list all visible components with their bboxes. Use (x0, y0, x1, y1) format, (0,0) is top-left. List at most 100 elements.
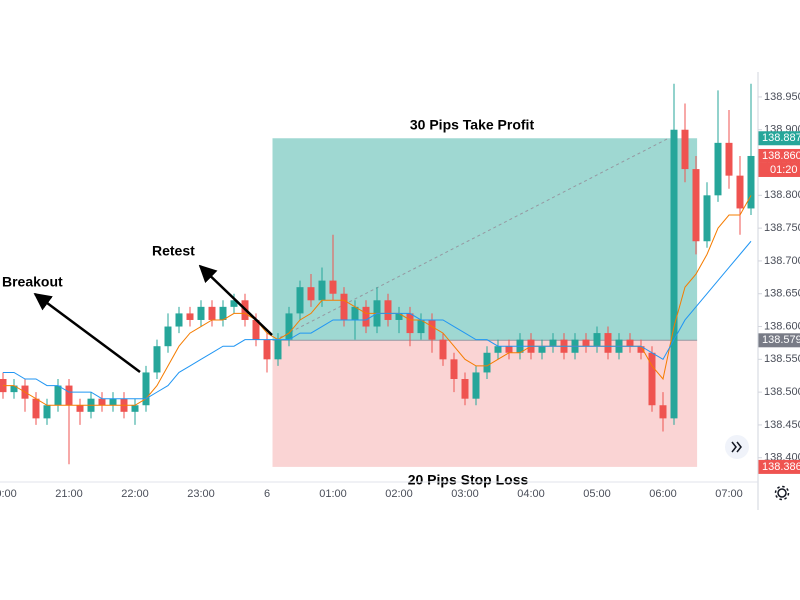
candle-body (736, 175, 744, 209)
candle-body (483, 352, 491, 373)
price-label-box (758, 459, 800, 474)
candle-body (604, 333, 612, 353)
price-label-box (758, 333, 800, 348)
candle-body (142, 372, 150, 406)
countdown-box (758, 162, 800, 177)
countdown: 01:20 (770, 164, 798, 176)
candle-body (461, 379, 469, 399)
candle-body (538, 346, 546, 353)
annotation: 20 Pips Stop Loss (408, 472, 529, 488)
candle-body (439, 339, 447, 360)
y-tick-label: 138.550 (764, 353, 800, 365)
candle-body (494, 346, 502, 353)
x-tick-label: 6 (264, 488, 270, 500)
x-tick-label: 07:00 (715, 488, 743, 500)
price-label: 138.887 (762, 132, 800, 144)
x-tick-label: 21:00 (55, 488, 83, 500)
candle-body (54, 385, 62, 406)
candle-body (692, 169, 700, 242)
y-tick-label: 138.750 (764, 222, 800, 234)
price-label-box (758, 131, 800, 146)
candle-body (626, 339, 634, 347)
annotation: Breakout (2, 274, 63, 290)
candle-body (340, 293, 348, 320)
candle-body (175, 313, 183, 327)
candle-body (395, 313, 403, 320)
scroll-icon (731, 441, 742, 453)
x-tick-label: 01:00 (319, 488, 347, 500)
y-tick-label: 138.600 (764, 320, 800, 332)
candle-body (164, 326, 172, 347)
candle-body (131, 405, 139, 412)
y-tick-label: 138.450 (764, 419, 800, 431)
scroll-button[interactable] (725, 435, 749, 459)
price-label: 138.386 (762, 461, 800, 473)
candle-body (637, 346, 645, 353)
candle-body (32, 398, 40, 419)
candle-body (351, 306, 359, 320)
annotation-arrow (33, 292, 141, 374)
candle-body (98, 398, 106, 406)
price-label-box (758, 148, 800, 163)
candle-body (703, 195, 711, 242)
candle-body (417, 319, 425, 334)
candle-body (296, 287, 304, 314)
candle-body (186, 313, 194, 320)
candle-body (318, 280, 326, 301)
x-tick-label: 04:00 (517, 488, 545, 500)
y-tick-label: 138.950 (764, 91, 800, 103)
price-label: 138.579 (762, 334, 800, 346)
candle-body (76, 405, 84, 412)
candle-body (582, 339, 590, 347)
candle-body (230, 300, 238, 307)
x-tick-label: 23:00 (187, 488, 215, 500)
candle-body (428, 319, 436, 340)
candle-body (252, 319, 260, 340)
annotation: 30 Pips Take Profit (410, 117, 535, 133)
candle-body (472, 372, 480, 399)
candle-body (450, 359, 458, 380)
candle-body (197, 306, 205, 320)
candle-body (65, 385, 73, 406)
candle-body (406, 313, 414, 334)
take-profit-zone (272, 138, 698, 341)
candle-body (43, 405, 51, 419)
candle-body (505, 346, 513, 353)
candle-body (263, 339, 271, 360)
candle-body (549, 339, 557, 347)
candle-body (329, 280, 337, 294)
candle-body (10, 385, 18, 393)
moving-average (3, 240, 752, 400)
x-tick-label: 03:00 (451, 488, 479, 500)
candle-body (659, 405, 667, 419)
candle-body (307, 287, 315, 301)
candle-body (153, 346, 161, 373)
target-path (274, 137, 669, 341)
candle-body (384, 300, 392, 320)
annotation: Retest (152, 243, 195, 259)
candle-body (670, 129, 678, 419)
x-tick-label: 20:00 (0, 488, 17, 500)
candle-body (681, 129, 689, 170)
candle-body (747, 155, 755, 209)
y-tick-label: 138.650 (764, 288, 800, 300)
annotation-arrow (198, 264, 273, 336)
price-label: 138.860 (762, 150, 800, 162)
settings-button[interactable] (774, 485, 790, 501)
x-tick-label: 22:00 (121, 488, 149, 500)
x-tick-label: 02:00 (385, 488, 413, 500)
y-tick-label: 138.700 (764, 255, 800, 267)
candle-body (362, 306, 370, 327)
y-tick-label: 138.500 (764, 386, 800, 398)
candle-body (648, 352, 656, 406)
y-tick-label: 138.800 (764, 189, 800, 201)
candle-body (109, 398, 117, 406)
candle-body (714, 142, 722, 196)
candle-body (208, 306, 216, 320)
candle-body (593, 333, 601, 347)
candle-body (725, 142, 733, 176)
x-tick-label: 06:00 (649, 488, 677, 500)
candle-body (219, 306, 227, 320)
x-tick-label: 05:00 (583, 488, 611, 500)
